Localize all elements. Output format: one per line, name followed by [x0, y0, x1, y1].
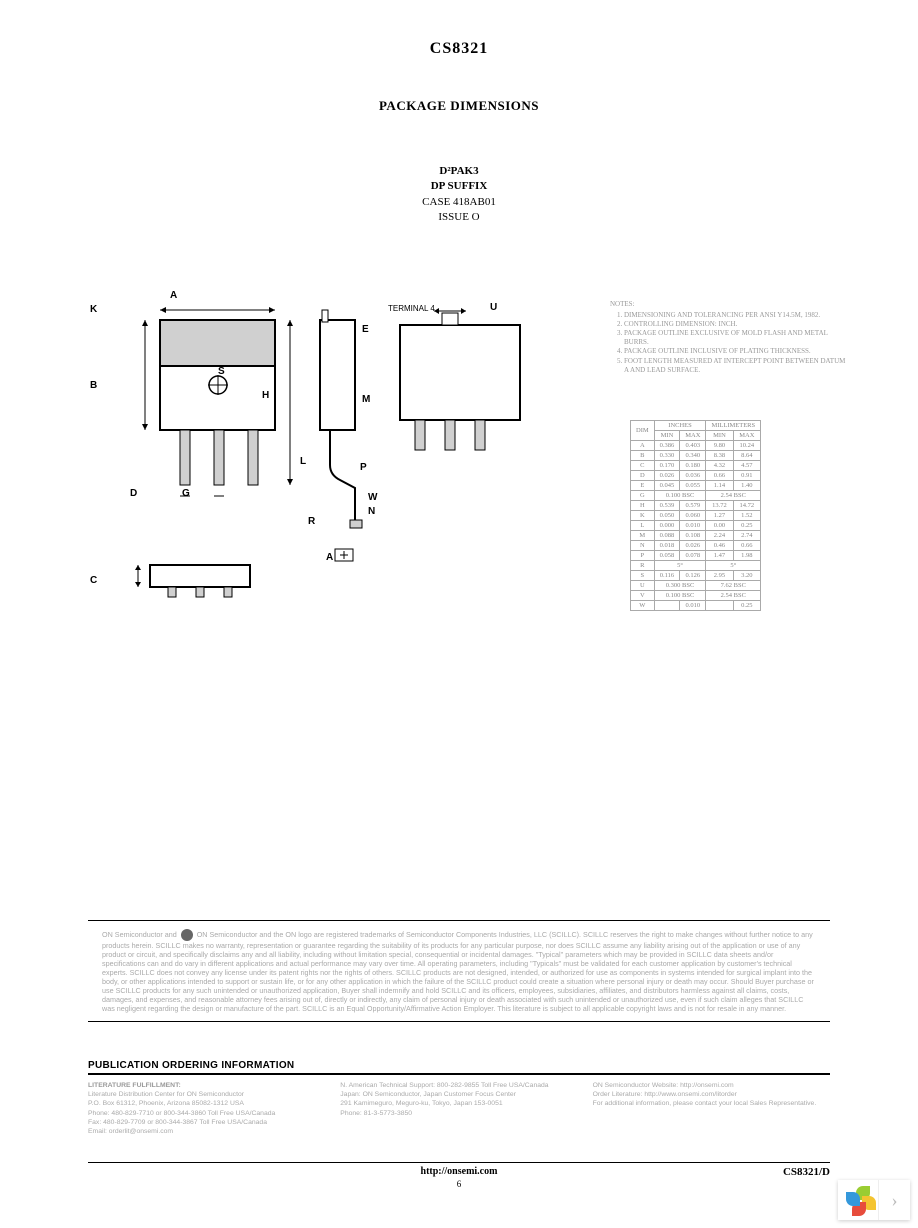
pkg-line-0: D²PAK3: [0, 164, 918, 179]
note-item: PACKAGE OUTLINE EXCLUSIVE OF MOLD FLASH …: [624, 329, 850, 347]
table-row: U0.300 BSC7.62 BSC: [631, 581, 761, 591]
table-row: B0.3300.3408.388.64: [631, 451, 761, 461]
pub-line: Phone: 480-829-7710 or 800-344-3860 Toll…: [88, 1109, 325, 1118]
disclaimer-text: ON Semiconductor and the ON logo are reg…: [102, 930, 814, 1013]
pkg-line-3: ISSUE O: [0, 210, 918, 225]
notes-block: NOTES: DIMENSIONING AND TOLERANCING PER …: [610, 300, 850, 375]
dim-letter-k: K: [90, 304, 97, 315]
on-logo-icon: [181, 929, 193, 941]
pub-line: Order Literature: http://www.onsemi.com/…: [593, 1090, 830, 1099]
terminal-label: TERMINAL 4: [388, 304, 435, 313]
footer-url: http://onsemi.com: [421, 1166, 498, 1177]
dim-letter-n: N: [368, 506, 375, 517]
unit-header: INCHES: [654, 421, 706, 431]
chevron-right-icon: ›: [892, 1190, 898, 1211]
pub-line: 291 Kamimeguro, Meguro-ku, Tokyo, Japan …: [340, 1099, 577, 1108]
pub-line: Japan: ON Semiconductor, Japan Customer …: [340, 1090, 577, 1099]
pub-line: ON Semiconductor Website: http://onsemi.…: [593, 1081, 830, 1090]
pub-order-heading: PUBLICATION ORDERING INFORMATION: [88, 1060, 830, 1075]
notes-list: DIMENSIONING AND TOLERANCING PER ANSI Y1…: [610, 311, 850, 375]
table-row: K0.0500.0601.271.52: [631, 511, 761, 521]
package-header: D²PAK3 DP SUFFIX CASE 418AB01 ISSUE O: [0, 164, 918, 226]
drawing-top-view: [130, 290, 310, 570]
dimension-table: DIM INCHES MILLIMETERS MIN MAX MIN MAX A…: [630, 420, 761, 611]
dim-letter-a: A: [170, 290, 177, 301]
note-item: DIMENSIONING AND TOLERANCING PER ANSI Y1…: [624, 311, 850, 320]
dim-letter-h: H: [262, 390, 269, 401]
corner-widget[interactable]: ›: [838, 1180, 910, 1220]
pub-col1-title: LITERATURE FULFILLMENT:: [88, 1081, 325, 1090]
notes-heading: NOTES:: [610, 300, 850, 309]
pub-line: For additional information, please conta…: [593, 1099, 830, 1108]
sub-header: MAX: [733, 431, 761, 441]
dim-letter-b: B: [90, 380, 97, 391]
table-row: V0.100 BSC2.54 BSC: [631, 591, 761, 601]
pub-line: Literature Distribution Center for ON Se…: [88, 1090, 325, 1099]
table-row: N0.0180.0260.460.66: [631, 541, 761, 551]
table-row: G0.100 BSC2.54 BSC: [631, 491, 761, 501]
dim-letter-w: W: [368, 492, 377, 503]
page-title: CS8321: [0, 40, 918, 58]
pub-col-2: N. American Technical Support: 800-282-9…: [340, 1081, 577, 1136]
table-row: W0.0100.25: [631, 601, 761, 611]
sub-header: MAX: [680, 431, 706, 441]
footer: http://onsemi.com 6 CS8321/D: [88, 1162, 830, 1189]
dim-letter-m: M: [362, 394, 370, 405]
note-item: CONTROLLING DIMENSION: INCH.: [624, 320, 850, 329]
pub-line: N. American Technical Support: 800-282-9…: [340, 1081, 577, 1090]
drawing-end-view: [390, 305, 540, 465]
dim-letter-e: E: [362, 324, 369, 335]
table-row: R5°5°: [631, 561, 761, 571]
note-item: PACKAGE OUTLINE INCLUSIVE OF PLATING THI…: [624, 347, 850, 356]
pub-col-1: LITERATURE FULFILLMENT: Literature Distr…: [88, 1081, 325, 1136]
table-row: E0.0450.0551.141.40: [631, 481, 761, 491]
dim-letter-a2: A: [326, 552, 333, 563]
table-row: P0.0580.0781.471.98: [631, 551, 761, 561]
next-page-button[interactable]: ›: [878, 1180, 910, 1220]
pub-line: P.O. Box 61312, Phoenix, Arizona 85082-1…: [88, 1099, 325, 1108]
pub-col-3: ON Semiconductor Website: http://onsemi.…: [593, 1081, 830, 1136]
dim-letter-l: L: [300, 456, 306, 467]
section-title: PACKAGE DIMENSIONS: [0, 98, 918, 114]
footer-doc-id: CS8321/D: [783, 1166, 830, 1178]
pub-line: Email: orderlit@onsemi.com: [88, 1127, 325, 1136]
dim-letter-d: D: [130, 488, 137, 499]
unit-header: MILLIMETERS: [706, 421, 761, 431]
pkg-line-1: DP SUFFIX: [0, 179, 918, 194]
sub-header: MIN: [654, 431, 680, 441]
pub-line: Fax: 480-829-7709 or 800-344-3867 Toll F…: [88, 1118, 325, 1127]
dim-letter-u: U: [490, 302, 497, 313]
dim-letter-c: C: [90, 575, 97, 586]
note-item: FOOT LENGTH MEASURED AT INTERCEPT POINT …: [624, 357, 850, 375]
table-row: H0.5390.57913.7214.72: [631, 501, 761, 511]
sub-header: MIN: [706, 431, 733, 441]
diagram-area: TERMINAL 4 NOTES: DIMENSIONING AND TOLER…: [90, 280, 850, 660]
dim-header: DIM: [631, 421, 655, 441]
dim-letter-r: R: [308, 516, 315, 527]
table-row: L0.0000.0100.000.25: [631, 521, 761, 531]
table-row: M0.0880.1082.242.74: [631, 531, 761, 541]
dim-letter-s: S: [218, 366, 225, 377]
disclaimer-lead: ON Semiconductor and: [102, 930, 177, 939]
table-row: D0.0260.0360.660.91: [631, 471, 761, 481]
pkg-line-2: CASE 418AB01: [0, 195, 918, 210]
pub-line: Phone: 81-3-5773-3850: [340, 1109, 577, 1118]
publication-ordering: PUBLICATION ORDERING INFORMATION LITERAT…: [88, 1060, 830, 1136]
table-row: C0.1700.1804.324.57: [631, 461, 761, 471]
drawing-profile-view: [130, 550, 270, 610]
petal-logo-icon: [838, 1180, 878, 1220]
disclaimer-box: ON Semiconductor and ON Semiconductor an…: [88, 920, 830, 1022]
dim-letter-g: G: [182, 488, 190, 499]
table-row: S0.1160.1262.953.20: [631, 571, 761, 581]
dim-letter-p: P: [360, 462, 367, 473]
table-row: A0.3860.4039.8010.24: [631, 441, 761, 451]
